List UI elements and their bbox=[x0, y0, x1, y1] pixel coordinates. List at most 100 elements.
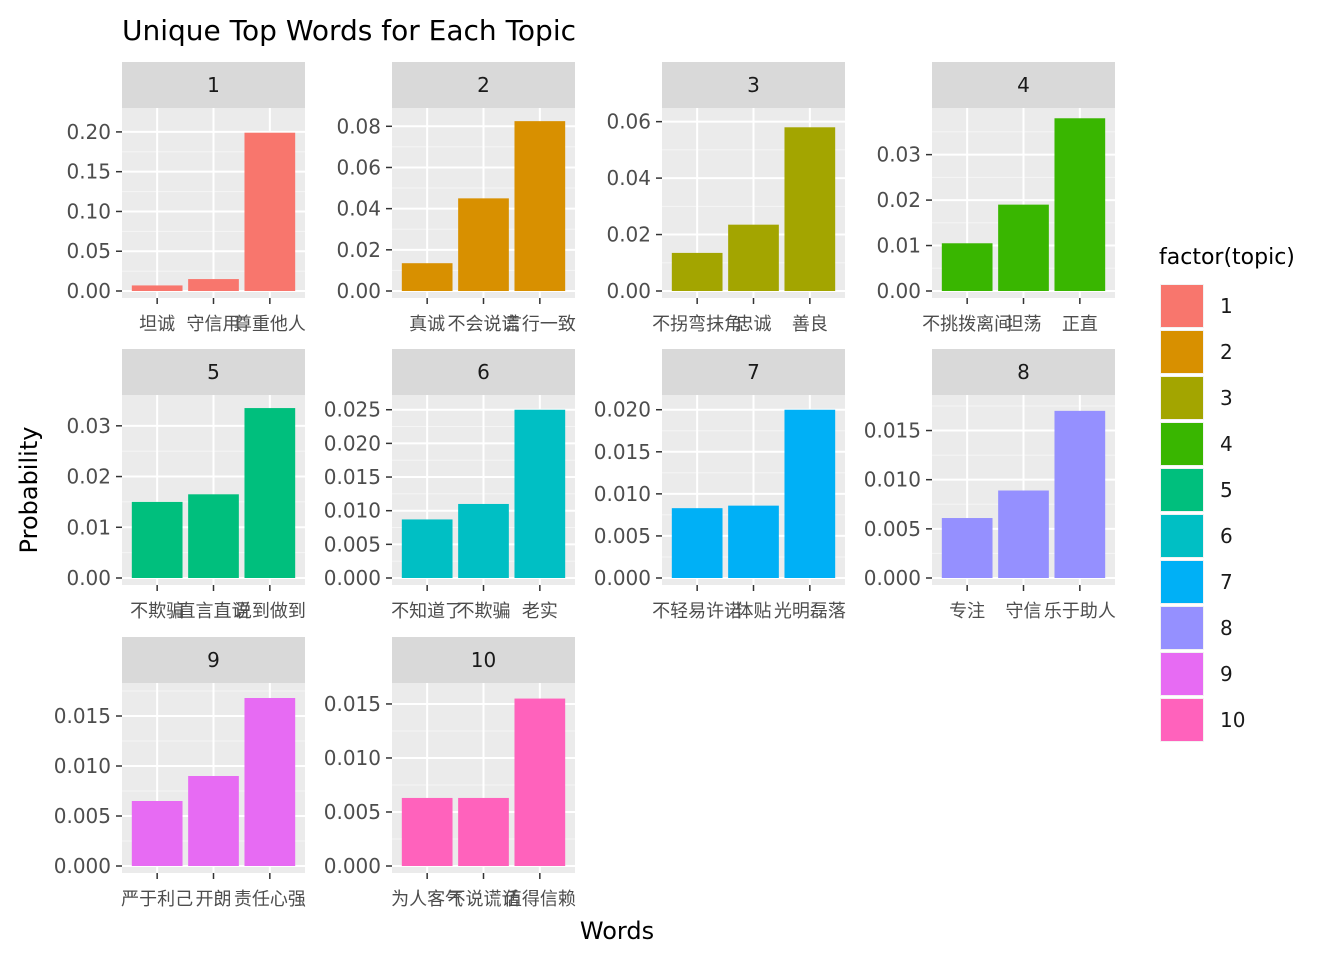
y-tick-label: 0.000 bbox=[54, 854, 111, 878]
bar-1-2 bbox=[188, 279, 239, 291]
y-tick-label: 0.010 bbox=[594, 482, 651, 506]
bar-5-1 bbox=[131, 501, 183, 578]
bar-8-3 bbox=[1054, 410, 1106, 578]
legend-items: 1 2 3 4 5 6 7 8 9 10 bbox=[1160, 284, 1245, 742]
facet-strip bbox=[392, 349, 575, 395]
bar-1-3 bbox=[244, 132, 296, 291]
facet-strip bbox=[392, 637, 575, 683]
x-tick-label: 言行一致 bbox=[504, 314, 576, 335]
chart-title: Unique Top Words for Each Topic bbox=[122, 14, 576, 47]
x-tick-label: 不挑拨离间 bbox=[922, 314, 1012, 335]
y-tick-label: 0.00 bbox=[876, 279, 921, 303]
bar-1-1 bbox=[131, 285, 183, 291]
legend-label: 6 bbox=[1220, 524, 1233, 548]
facet-strip bbox=[122, 349, 305, 395]
x-tick-label: 值得信赖 bbox=[504, 889, 576, 910]
y-tick-label: 0.03 bbox=[876, 143, 921, 167]
bar-9-3 bbox=[244, 698, 296, 866]
bar-4-1 bbox=[941, 243, 993, 291]
bar-6-3 bbox=[514, 409, 566, 578]
legend-label: 8 bbox=[1220, 616, 1233, 640]
x-tick-label: 体贴 bbox=[736, 601, 772, 622]
facet-strip-label: 4 bbox=[1017, 73, 1030, 97]
y-tick-label: 0.00 bbox=[66, 279, 111, 303]
y-tick-label: 0.04 bbox=[606, 166, 651, 190]
y-tick-label: 0.15 bbox=[66, 160, 111, 184]
bar-4-3 bbox=[1054, 118, 1106, 291]
facet-panel-9: 9 0.000 0.005 0.010 0.015 严于利己 开朗 责任心强 bbox=[54, 637, 306, 910]
legend-key-2 bbox=[1161, 331, 1203, 373]
y-tick-label: 0.000 bbox=[594, 566, 651, 590]
y-tick-label: 0.015 bbox=[594, 440, 651, 464]
y-tick-label: 0.000 bbox=[324, 566, 381, 590]
x-tick-label: 光明磊落 bbox=[774, 601, 846, 622]
legend-key-9 bbox=[1161, 653, 1203, 695]
legend-label: 10 bbox=[1220, 708, 1245, 732]
bar-6-2 bbox=[458, 503, 509, 578]
legend-title: factor(topic) bbox=[1159, 245, 1295, 270]
bar-10-3 bbox=[514, 698, 566, 866]
bar-7-3 bbox=[784, 409, 836, 578]
facet-strip-label: 9 bbox=[207, 648, 220, 672]
y-tick-label: 0.00 bbox=[66, 566, 111, 590]
x-tick-label: 说到做到 bbox=[234, 601, 306, 622]
bar-9-2 bbox=[188, 776, 239, 866]
x-tick-label: 严于利己 bbox=[121, 889, 193, 910]
y-tick-label: 0.025 bbox=[324, 398, 381, 422]
x-tick-label: 坦荡 bbox=[1006, 314, 1042, 335]
legend-label: 1 bbox=[1220, 294, 1233, 318]
legend-key-4 bbox=[1161, 423, 1203, 465]
x-tick-label: 不轻易许诺 bbox=[652, 601, 742, 622]
x-tick-label: 不欺骗 bbox=[457, 601, 511, 622]
legend-label: 5 bbox=[1220, 478, 1233, 502]
x-tick-label: 责任心强 bbox=[234, 889, 306, 910]
y-tick-label: 0.08 bbox=[336, 114, 381, 138]
y-tick-label: 0.005 bbox=[54, 804, 111, 828]
facet-strip bbox=[122, 62, 305, 108]
facet-strip-label: 7 bbox=[747, 360, 760, 384]
facet-strip bbox=[392, 62, 575, 108]
facet-strip bbox=[662, 62, 845, 108]
legend-key-7 bbox=[1161, 561, 1203, 603]
legend-key-5 bbox=[1161, 469, 1203, 511]
x-tick-label: 不拐弯抹角 bbox=[652, 314, 742, 335]
x-tick-label: 守信用 bbox=[187, 314, 241, 335]
y-tick-label: 0.03 bbox=[66, 414, 111, 438]
facet-strip bbox=[932, 62, 1115, 108]
y-tick-label: 0.015 bbox=[324, 465, 381, 489]
y-tick-label: 0.015 bbox=[324, 692, 381, 716]
legend: factor(topic) 1 2 3 4 5 6 7 8 9 10 bbox=[1159, 245, 1295, 742]
x-tick-label: 不知道了 bbox=[391, 601, 463, 622]
legend-key-8 bbox=[1161, 607, 1203, 649]
y-axis-title: Probability bbox=[15, 427, 43, 554]
y-tick-label: 0.05 bbox=[66, 239, 111, 263]
facet-strip-label: 1 bbox=[207, 73, 220, 97]
x-tick-label: 乐于助人 bbox=[1044, 601, 1116, 622]
y-tick-label: 0.020 bbox=[594, 398, 651, 422]
legend-label: 2 bbox=[1220, 340, 1233, 364]
legend-key-6 bbox=[1161, 515, 1203, 557]
bar-5-3 bbox=[244, 408, 296, 578]
y-tick-label: 0.005 bbox=[594, 524, 651, 548]
x-tick-label: 守信 bbox=[1006, 601, 1042, 622]
y-tick-label: 0.020 bbox=[324, 431, 381, 455]
y-tick-label: 0.000 bbox=[324, 854, 381, 878]
y-tick-label: 0.00 bbox=[336, 279, 381, 303]
y-tick-label: 0.015 bbox=[864, 419, 921, 443]
y-tick-label: 0.10 bbox=[66, 199, 111, 223]
bar-9-1 bbox=[131, 801, 183, 866]
bar-2-1 bbox=[401, 263, 453, 291]
x-tick-label: 不欺骗 bbox=[130, 601, 184, 622]
x-tick-label: 直言直语 bbox=[178, 601, 250, 622]
y-tick-label: 0.01 bbox=[66, 515, 111, 539]
facet-strip-label: 8 bbox=[1017, 360, 1030, 384]
legend-label: 3 bbox=[1220, 386, 1233, 410]
facet-strip bbox=[932, 349, 1115, 395]
facet-strip-label: 10 bbox=[471, 648, 496, 672]
y-tick-label: 0.005 bbox=[864, 517, 921, 541]
x-tick-label: 真诚 bbox=[409, 314, 445, 335]
bar-3-3 bbox=[784, 127, 836, 292]
